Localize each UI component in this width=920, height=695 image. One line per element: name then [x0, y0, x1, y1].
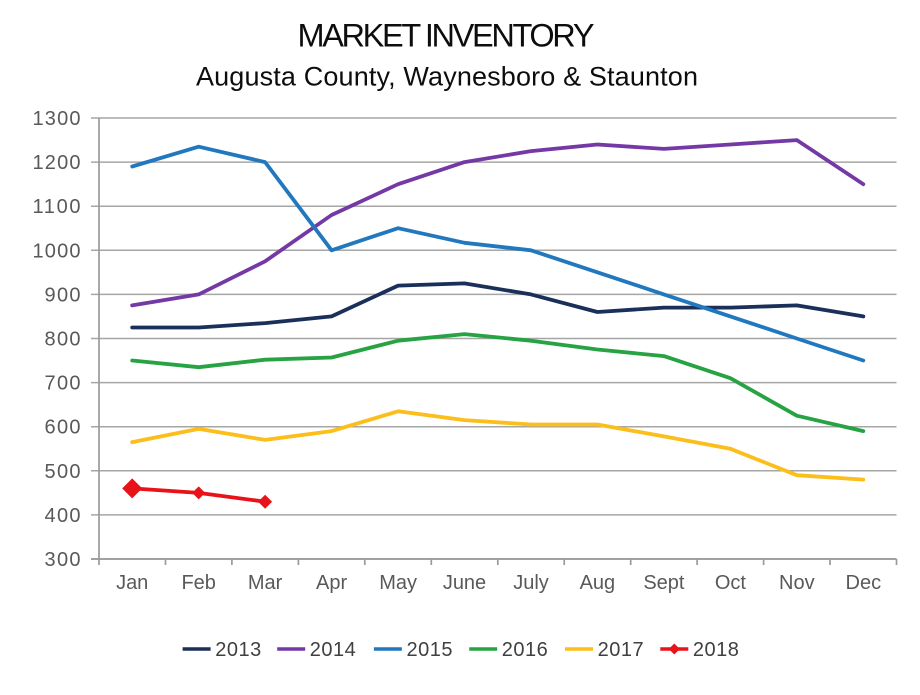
- svg-text:Jan: Jan: [116, 572, 148, 594]
- svg-text:400: 400: [45, 505, 81, 527]
- svg-text:900: 900: [45, 284, 81, 306]
- svg-text:July: July: [513, 572, 549, 594]
- svg-text:MARKET INVENTORY: MARKET INVENTORY: [298, 18, 595, 54]
- svg-text:Feb: Feb: [181, 572, 215, 594]
- svg-text:300: 300: [45, 549, 81, 571]
- svg-text:2015: 2015: [407, 639, 453, 661]
- svg-text:500: 500: [45, 461, 81, 483]
- svg-text:1100: 1100: [33, 196, 81, 218]
- svg-text:Apr: Apr: [316, 572, 347, 594]
- svg-text:600: 600: [45, 417, 81, 439]
- svg-text:2018: 2018: [693, 639, 739, 661]
- svg-text:2017: 2017: [598, 639, 644, 661]
- svg-text:Aug: Aug: [580, 572, 616, 594]
- svg-text:Dec: Dec: [846, 572, 882, 594]
- svg-text:Sept: Sept: [643, 572, 685, 594]
- svg-text:Mar: Mar: [248, 572, 283, 594]
- svg-text:1300: 1300: [33, 108, 81, 130]
- svg-text:2016: 2016: [502, 639, 548, 661]
- svg-text:Augusta County, Waynesboro & S: Augusta County, Waynesboro & Staunton: [196, 62, 698, 92]
- svg-text:700: 700: [45, 373, 81, 395]
- svg-text:Oct: Oct: [715, 572, 747, 594]
- svg-text:800: 800: [45, 329, 81, 351]
- svg-text:1200: 1200: [33, 152, 81, 174]
- svg-text:June: June: [443, 572, 486, 594]
- svg-text:1000: 1000: [33, 240, 81, 262]
- svg-text:2014: 2014: [310, 639, 356, 661]
- svg-text:Nov: Nov: [779, 572, 815, 594]
- svg-text:2013: 2013: [215, 639, 261, 661]
- svg-text:May: May: [379, 572, 417, 594]
